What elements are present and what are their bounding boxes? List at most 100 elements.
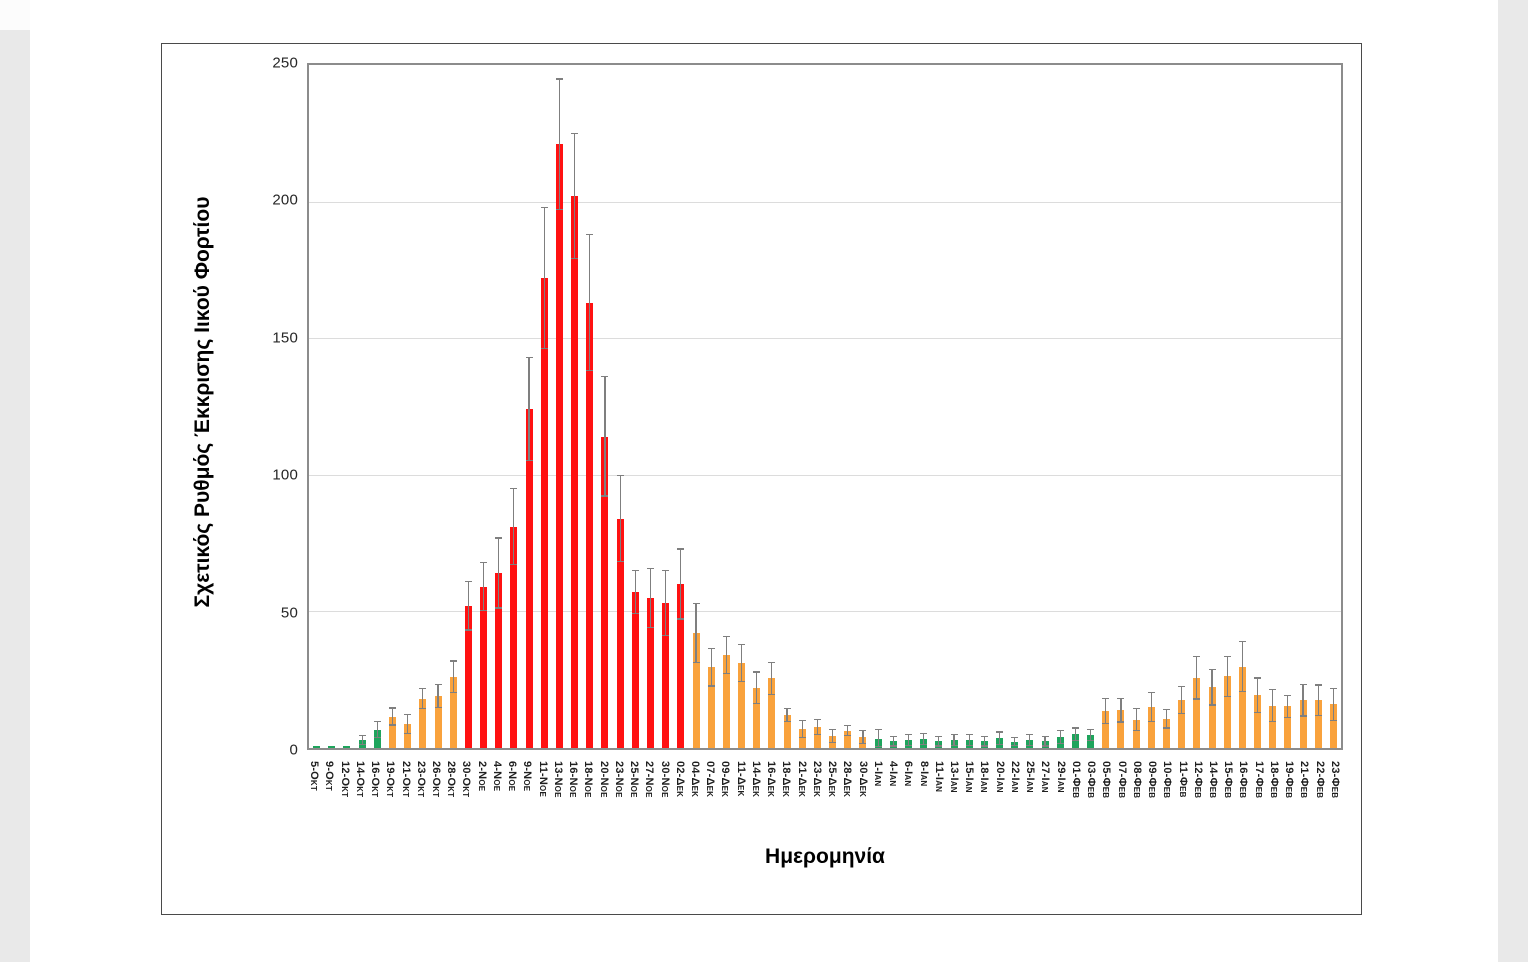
error-bar: [710, 648, 712, 687]
error-bar-cap-bottom: [1193, 698, 1201, 700]
error-bar-cap-bottom: [889, 745, 897, 747]
error-bar-cap-bottom: [601, 495, 609, 497]
error-bar-cap-bottom: [540, 347, 548, 350]
bar-10-Φεβ: [1162, 718, 1170, 748]
bar-13-Νοε: [555, 144, 563, 748]
error-bar: [1226, 655, 1228, 697]
x-tick-label-text: 15-Ιαν: [963, 761, 976, 793]
error-bar-cap-top: [449, 660, 457, 662]
x-tick-label-text: 1-Ιαν: [871, 761, 884, 787]
bar-23-Δεκ: [813, 727, 821, 748]
error-bar: [573, 133, 576, 259]
error-bar-cap-top: [813, 718, 821, 721]
gridline-200: [309, 201, 1341, 203]
error-bar-cap-top: [1117, 697, 1125, 700]
error-bar: [1120, 698, 1122, 723]
error-bar-cap-bottom: [935, 745, 943, 747]
bar-11-Φεβ: [1178, 700, 1186, 748]
x-tick-label-text: 25-Δεκ: [826, 761, 839, 798]
error-bar-cap-top: [1178, 686, 1186, 688]
error-bar-cap-top: [1269, 688, 1277, 690]
error-bar: [589, 234, 591, 371]
x-tick-label-text: 25-Ιαν: [1024, 761, 1037, 793]
error-bar-cap-top: [1056, 730, 1064, 732]
error-bar-cap-bottom: [1269, 721, 1277, 723]
error-bar: [543, 207, 545, 350]
bar-16-Νοε: [571, 196, 579, 748]
error-bar-cap-bottom: [1314, 714, 1322, 716]
bar-19-Φεβ: [1284, 706, 1292, 748]
error-bar-cap-bottom: [1329, 719, 1337, 721]
error-bar: [1332, 687, 1334, 721]
gridline-50: [309, 611, 1341, 613]
error-bar: [649, 567, 652, 628]
error-bar-cap-top: [738, 644, 746, 646]
error-bar-cap-bottom: [646, 626, 654, 628]
error-bar: [1150, 692, 1152, 723]
error-bar-cap-top: [495, 537, 503, 539]
error-bar: [1302, 683, 1304, 717]
error-bar-cap-bottom: [829, 741, 837, 743]
error-bar: [619, 474, 621, 563]
bar-21-Οκτ: [404, 724, 412, 748]
error-bar: [1241, 640, 1243, 693]
error-bar-cap-bottom: [965, 745, 973, 747]
x-tick-label-text: 6-Ιαν: [902, 761, 915, 787]
error-bar-cap-top: [571, 133, 579, 135]
error-bar-cap-top: [480, 562, 488, 564]
y-tick-label: 250: [272, 54, 298, 72]
error-bar: [452, 660, 454, 694]
bar-15-Φεβ: [1223, 676, 1231, 748]
bar-04-Δεκ: [692, 633, 700, 748]
error-bar-cap-top: [753, 671, 761, 673]
error-bar-cap-top: [1026, 734, 1034, 736]
error-bar: [498, 537, 500, 609]
x-tick-label-text: 13-Νοε: [551, 761, 564, 798]
bar-16-Οκτ: [373, 729, 381, 748]
error-bar-cap-top: [1147, 692, 1155, 694]
error-bar-cap-bottom: [495, 607, 503, 609]
x-tick-label-text: 14-Δεκ: [749, 761, 762, 798]
error-bar-cap-top: [1071, 727, 1079, 729]
error-bar-cap-top: [434, 683, 442, 685]
error-bar: [1135, 707, 1137, 732]
error-bar-cap-top: [464, 581, 472, 583]
x-tick-label-text: 16-Νοε: [567, 761, 580, 798]
error-bar-cap-top: [1314, 684, 1322, 686]
error-bar-cap-top: [920, 732, 928, 734]
error-bar-cap-top: [404, 713, 412, 716]
error-bar-cap-top: [859, 730, 867, 732]
error-bar-cap-top: [1208, 668, 1216, 671]
x-tick-label-text: 23-Φεβ: [1328, 761, 1341, 799]
bar-18-Νοε: [586, 302, 594, 748]
bar-02-Δεκ: [677, 584, 685, 748]
error-bar-cap-top: [586, 234, 594, 236]
plot-area: [307, 63, 1343, 750]
error-bar-cap-top: [1011, 736, 1019, 739]
error-bar: [1196, 656, 1198, 700]
bar-08-Φεβ: [1132, 719, 1140, 748]
error-bar: [938, 735, 940, 747]
error-bar: [756, 671, 758, 705]
error-bar: [1029, 734, 1031, 747]
x-tick-label-text: 27-Ιαν: [1039, 761, 1052, 793]
bar-17-Φεβ: [1254, 695, 1262, 748]
y-tick-label: 150: [272, 329, 298, 347]
error-bar-cap-top: [555, 78, 563, 80]
error-bar-cap-bottom: [464, 629, 472, 631]
bar-21-Δεκ: [798, 728, 806, 748]
error-bar-cap-bottom: [1162, 727, 1170, 729]
error-bar-cap-bottom: [1147, 721, 1155, 723]
error-bar-cap-top: [1132, 707, 1140, 709]
x-tick-label-text: 10-Φεβ: [1161, 761, 1174, 799]
error-bar-cap-bottom: [373, 737, 381, 739]
error-bar-cap-bottom: [480, 610, 488, 612]
error-bar: [391, 707, 394, 726]
error-bar: [847, 725, 849, 737]
bar-23-Φεβ: [1329, 704, 1337, 748]
x-tick-label-text: 21-Οκτ: [399, 761, 412, 798]
y-tick-label: 50: [280, 604, 298, 622]
x-tick-label-text: 11-Ιαν: [932, 761, 945, 793]
x-tick-label-text: 13-Ιαν: [948, 761, 960, 793]
bar-18-Δεκ: [783, 715, 791, 748]
